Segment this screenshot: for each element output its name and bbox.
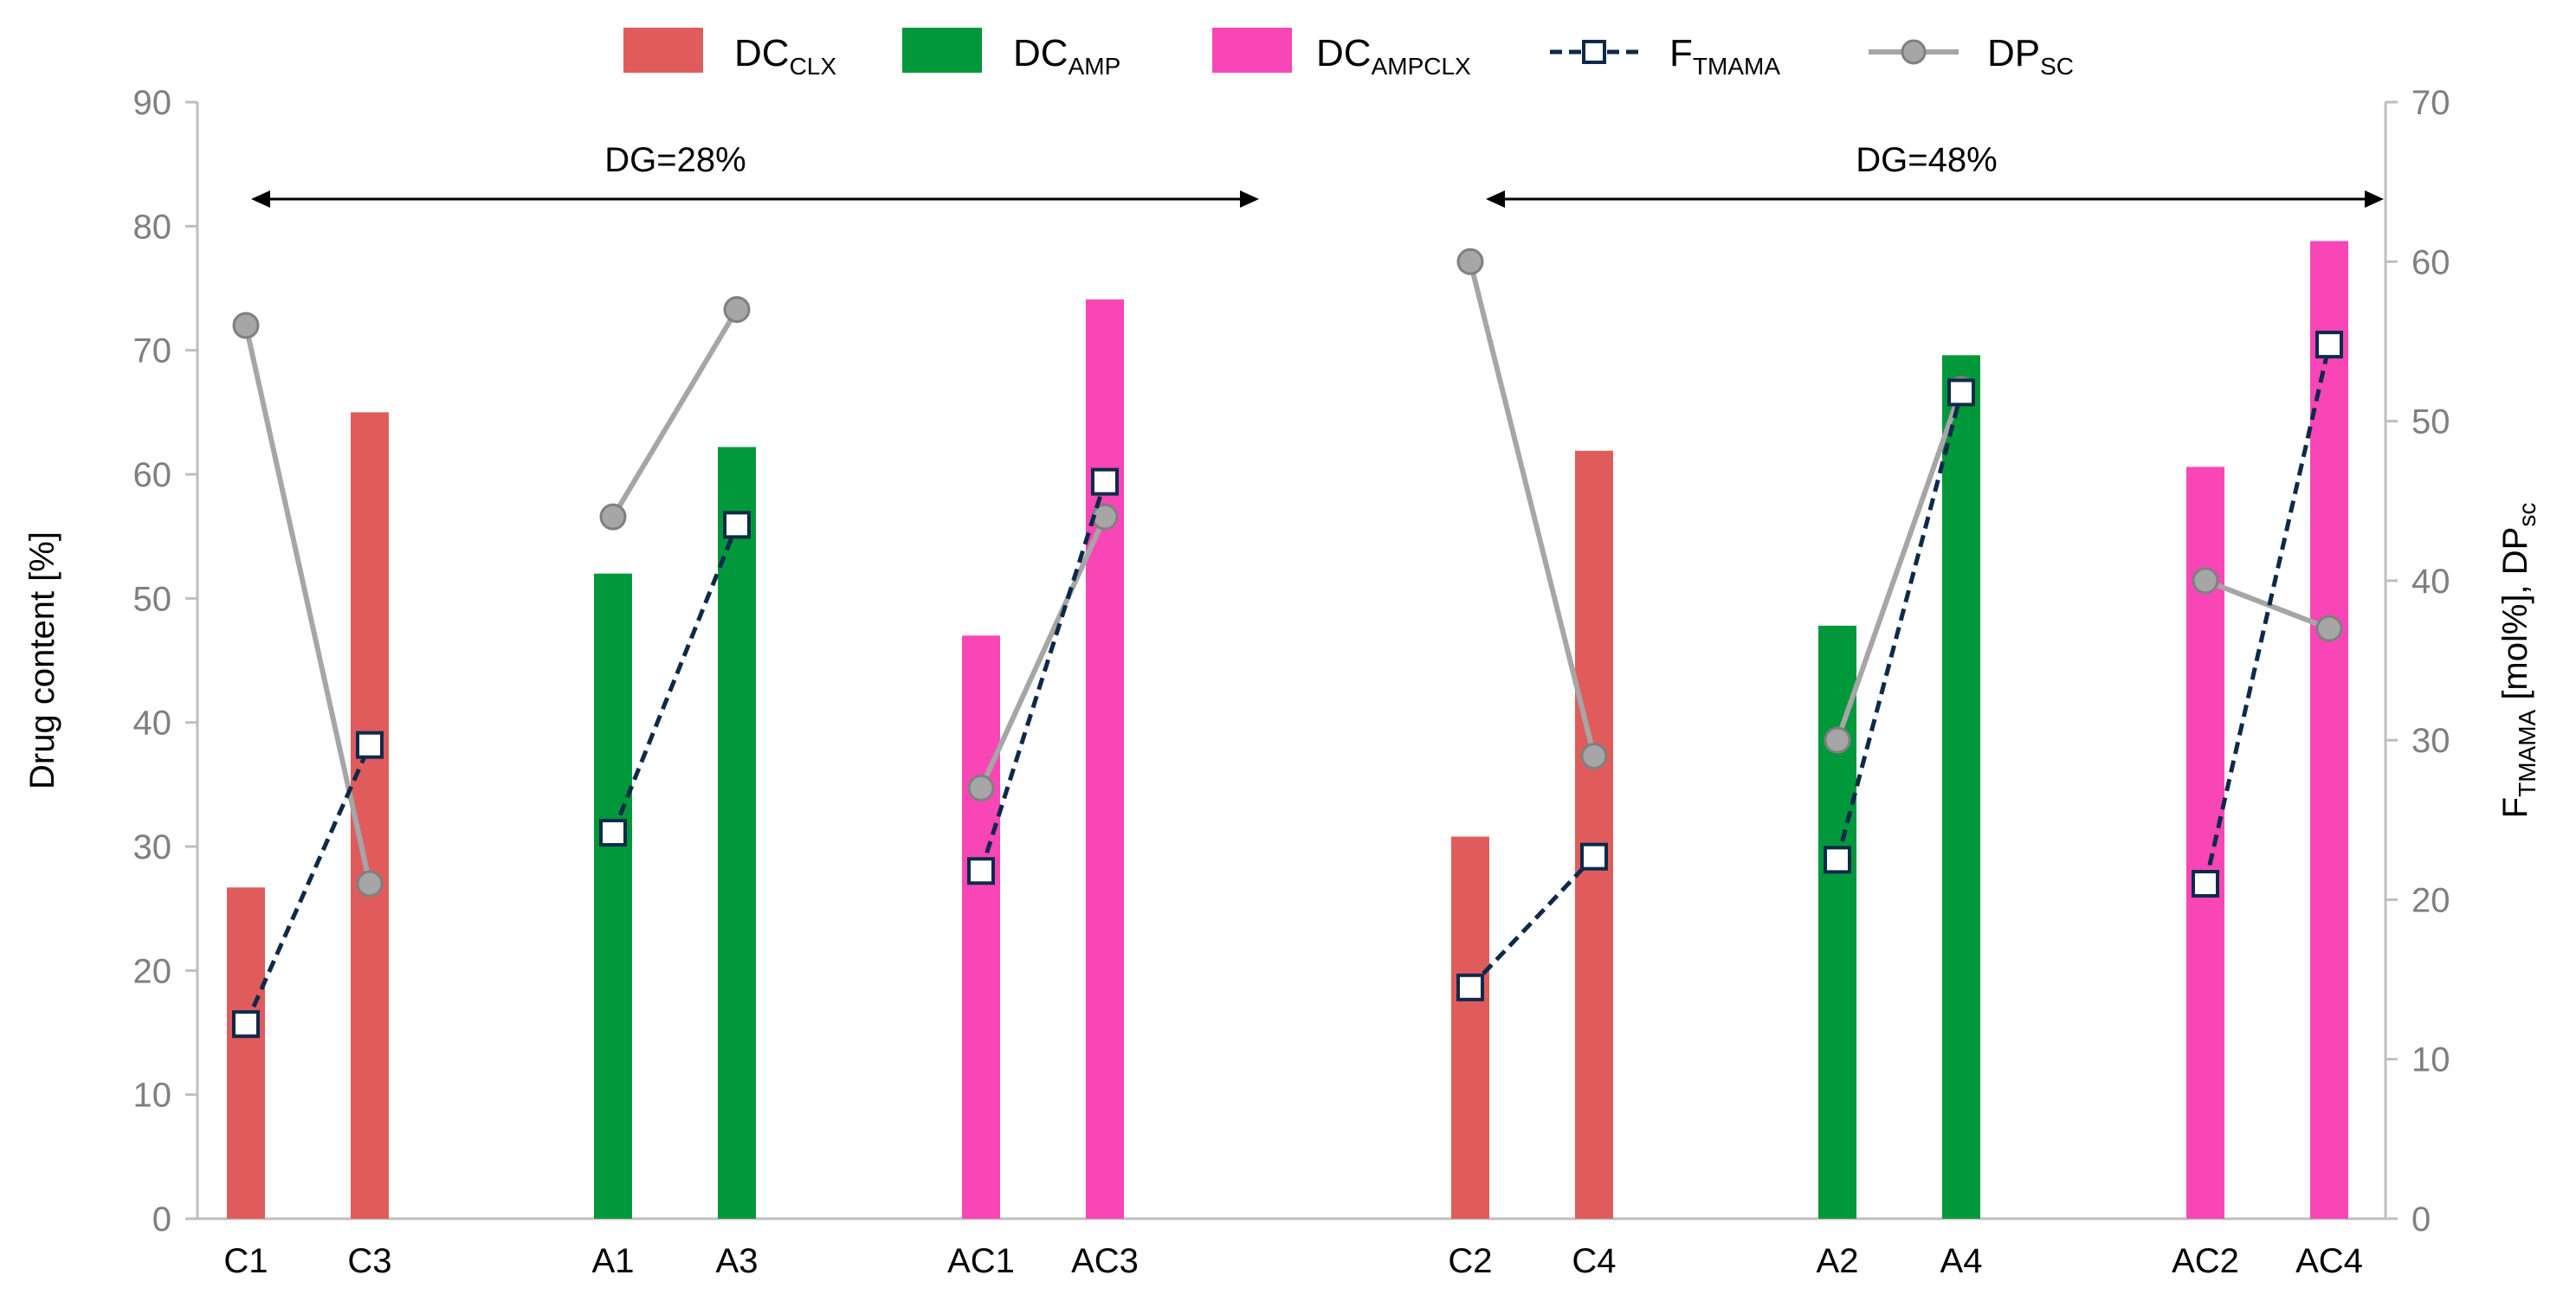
point-f-tmama: [967, 857, 995, 885]
bars: [227, 241, 2348, 1219]
bar-a2: [1818, 625, 1856, 1219]
bar-ac3: [1086, 299, 1124, 1219]
x-category-label: C2: [1448, 1242, 1492, 1280]
point-dp-sc: [1580, 743, 1608, 770]
y-tick-label-left: 40: [133, 705, 172, 743]
y-tick-label-left: 60: [133, 456, 172, 494]
line-segment-f-tmama: [243, 744, 372, 1026]
point-f-tmama: [232, 1010, 260, 1039]
legend-label-dp-sc: DPSC: [1987, 32, 2074, 80]
point-f-tmama: [1947, 378, 1975, 407]
group-arrow-48-left-head: [1486, 190, 1505, 208]
y-tick-label-left: 80: [133, 208, 172, 246]
line-segment-dp-sc: [610, 308, 739, 518]
y-tick-label-right: 60: [2411, 243, 2450, 281]
bar-a4: [1942, 355, 1980, 1219]
line-segment-f-tmama: [978, 480, 1107, 872]
y-axis-title-right: FTMAMA [mol%], DPsc: [2496, 503, 2540, 819]
y-tick-label-right: 30: [2411, 722, 2450, 760]
x-category-label: C1: [223, 1242, 268, 1280]
line-segment-f-tmama: [2203, 344, 2332, 885]
y-tick-label-left: 90: [133, 84, 172, 122]
point-f-tmama: [599, 819, 627, 847]
point-dp-sc: [599, 503, 627, 531]
y-tick-label-left: 70: [133, 332, 172, 370]
x-category-labels: C1 C3 A1 A3 AC1 AC3 C2 C4 A2 A4 AC2 AC4: [223, 1242, 2362, 1280]
group-arrow-28-left-head: [251, 190, 270, 208]
line-segment-f-tmama: [1835, 391, 1964, 860]
point-f-tmama: [1456, 973, 1484, 1001]
group-label-48: DG=48%: [1856, 141, 1997, 179]
x-category-label: A1: [592, 1242, 635, 1280]
point-dp-sc: [232, 312, 260, 339]
point-dp-sc: [723, 296, 751, 324]
y-tick-label-right: 70: [2411, 84, 2450, 122]
y-tick-label-right: 10: [2411, 1041, 2450, 1079]
line-segment-dp-sc: [1468, 261, 1597, 757]
point-f-tmama: [723, 511, 751, 539]
x-category-label: A3: [716, 1242, 759, 1280]
y-ticks-left: 0 10 20 30 40 50 60 70 80 90: [133, 84, 197, 1239]
point-f-tmama: [2315, 331, 2343, 359]
y-tick-label-left: 50: [133, 580, 172, 618]
group-arrow-28-right-head: [1240, 190, 1259, 208]
x-category-label: C4: [1572, 1242, 1616, 1280]
y-tick-label-left: 30: [133, 828, 172, 866]
legend: DCCLX DCAMP DCAMPCLX FTMAMA DPSC: [623, 28, 2074, 80]
y-tick-label-left: 20: [133, 952, 172, 990]
bar-ac1: [962, 635, 1000, 1219]
point-f-tmama: [356, 731, 384, 759]
y-axis-title-left: Drug content [%]: [23, 531, 61, 789]
point-f-tmama: [1580, 842, 1608, 871]
x-category-label: A4: [1940, 1242, 1983, 1280]
bar-ac4: [2310, 241, 2348, 1219]
legend-swatch-dc-amp: [902, 28, 982, 73]
legend-swatch-dc-ampclx: [1212, 28, 1292, 73]
point-f-tmama: [1824, 846, 1851, 874]
legend-label-dc-clx: DCCLX: [734, 32, 836, 80]
line-segment-dp-sc: [978, 515, 1107, 789]
point-f-tmama: [2192, 870, 2219, 898]
bar-c2: [1451, 836, 1489, 1219]
bar-a3: [718, 447, 756, 1219]
point-dp-sc: [1456, 248, 1484, 275]
y-tick-label-left: 0: [152, 1201, 171, 1239]
x-category-label: A2: [1817, 1242, 1859, 1280]
legend-marker-dp-sc: [1901, 39, 1927, 65]
x-category-label: AC4: [2295, 1242, 2363, 1280]
y-tick-label-right: 40: [2411, 563, 2450, 601]
x-category-label: AC3: [1071, 1242, 1139, 1280]
legend-marker-f-tmama: [1582, 40, 1606, 64]
y-tick-label-right: 50: [2411, 403, 2450, 441]
bar-c1: [227, 887, 265, 1219]
legend-label-f-tmama: FTMAMA: [1669, 32, 1780, 80]
point-f-tmama: [1091, 467, 1119, 496]
point-dp-sc: [967, 774, 995, 802]
point-dp-sc: [2192, 567, 2219, 595]
point-dp-sc: [1091, 503, 1119, 531]
point-dp-sc: [356, 870, 384, 898]
group-annotations: DG=28% DG=48%: [251, 141, 2384, 208]
x-category-label: AC1: [947, 1242, 1015, 1280]
line-segment-f-tmama: [1469, 854, 1596, 989]
x-category-label: C3: [347, 1242, 391, 1280]
line-series: [232, 248, 2343, 1039]
legend-label-dc-ampclx: DCAMPCLX: [1316, 32, 1471, 80]
group-label-28: DG=28%: [604, 141, 746, 179]
y-tick-label-right: 20: [2411, 881, 2450, 919]
bar-c4: [1575, 450, 1613, 1219]
point-dp-sc: [2315, 615, 2343, 642]
legend-swatch-dc-clx: [623, 28, 703, 73]
legend-label-dc-amp: DCAMP: [1013, 32, 1120, 80]
line-segment-dp-sc: [1835, 388, 1964, 742]
y-tick-label-right: 0: [2411, 1201, 2431, 1239]
point-dp-sc: [1824, 726, 1851, 754]
group-arrow-48-right-head: [2365, 190, 2384, 208]
y-tick-label-left: 10: [133, 1077, 172, 1115]
line-segment-f-tmama: [610, 524, 739, 834]
y-ticks-right: 0 10 20 30 40 50 60 70: [2386, 84, 2450, 1239]
bar-a1: [594, 573, 632, 1219]
x-category-label: AC2: [2172, 1242, 2239, 1280]
